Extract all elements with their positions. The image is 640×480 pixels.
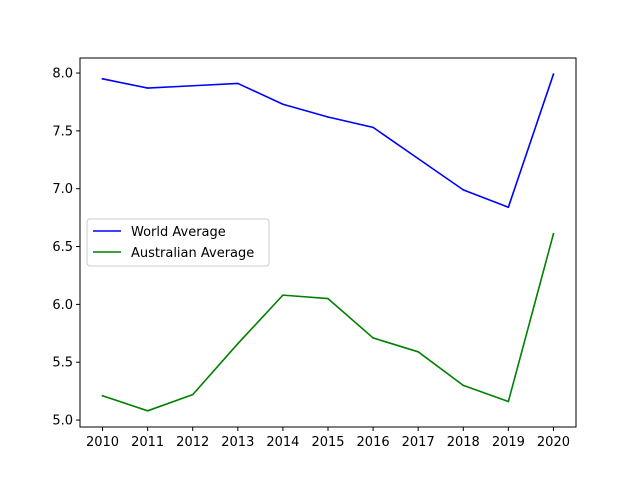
data-point bbox=[146, 410, 149, 412]
x-tick-label: 2018 bbox=[447, 435, 480, 450]
data-point bbox=[507, 400, 510, 403]
data-point bbox=[282, 294, 284, 296]
data-point bbox=[417, 157, 419, 160]
x-axis: 2010 2011 2012 2013 2014 2015 2016 2017 2018 2019… bbox=[86, 427, 570, 450]
data-point bbox=[146, 87, 149, 89]
data-point bbox=[237, 342, 239, 345]
data-point bbox=[372, 126, 374, 129]
legend-label-australia: Australian Average bbox=[131, 246, 254, 261]
y-tick-label: 7.0 bbox=[52, 182, 73, 197]
legend-box bbox=[86, 218, 270, 267]
y-axis: 5.0 5.5 6.0 6.5 7.0 7.5 8.0 bbox=[52, 67, 80, 429]
data-point bbox=[372, 337, 374, 339]
data-point bbox=[327, 116, 329, 118]
y-tick-label: 5.0 bbox=[52, 414, 73, 429]
x-tick-label: 2014 bbox=[266, 435, 299, 450]
y-tick-label: 6.0 bbox=[52, 298, 73, 313]
x-tick-label: 2013 bbox=[221, 435, 254, 450]
x-tick-label: 2011 bbox=[131, 435, 164, 450]
data-point bbox=[191, 393, 194, 396]
y-tick-label: 7.5 bbox=[52, 124, 73, 139]
x-tick-label: 2015 bbox=[311, 435, 344, 450]
data-point bbox=[462, 384, 465, 387]
x-tick-label: 2019 bbox=[492, 435, 525, 450]
x-tick-label: 2010 bbox=[86, 435, 119, 450]
data-point bbox=[462, 189, 465, 191]
series-layer bbox=[101, 73, 555, 412]
data-point bbox=[101, 394, 104, 397]
x-tick-label: 2016 bbox=[357, 435, 390, 450]
legend-label-world: World Average bbox=[131, 225, 226, 240]
y-tick-label: 8.0 bbox=[52, 67, 73, 82]
data-point bbox=[191, 84, 194, 87]
data-point bbox=[417, 351, 419, 353]
x-tick-label: 2012 bbox=[176, 435, 209, 450]
data-point bbox=[507, 206, 510, 209]
x-tick-label: 2020 bbox=[537, 435, 570, 450]
data-point bbox=[327, 297, 329, 300]
legend: World Average Australian Average bbox=[86, 218, 270, 267]
data-point bbox=[552, 73, 555, 75]
data-point bbox=[101, 78, 104, 80]
data-point bbox=[282, 103, 284, 106]
data-point bbox=[552, 233, 555, 235]
y-tick-label: 5.5 bbox=[52, 356, 73, 371]
x-tick-label: 2017 bbox=[402, 435, 435, 450]
data-point bbox=[237, 82, 239, 85]
y-tick-label: 6.5 bbox=[52, 240, 73, 255]
